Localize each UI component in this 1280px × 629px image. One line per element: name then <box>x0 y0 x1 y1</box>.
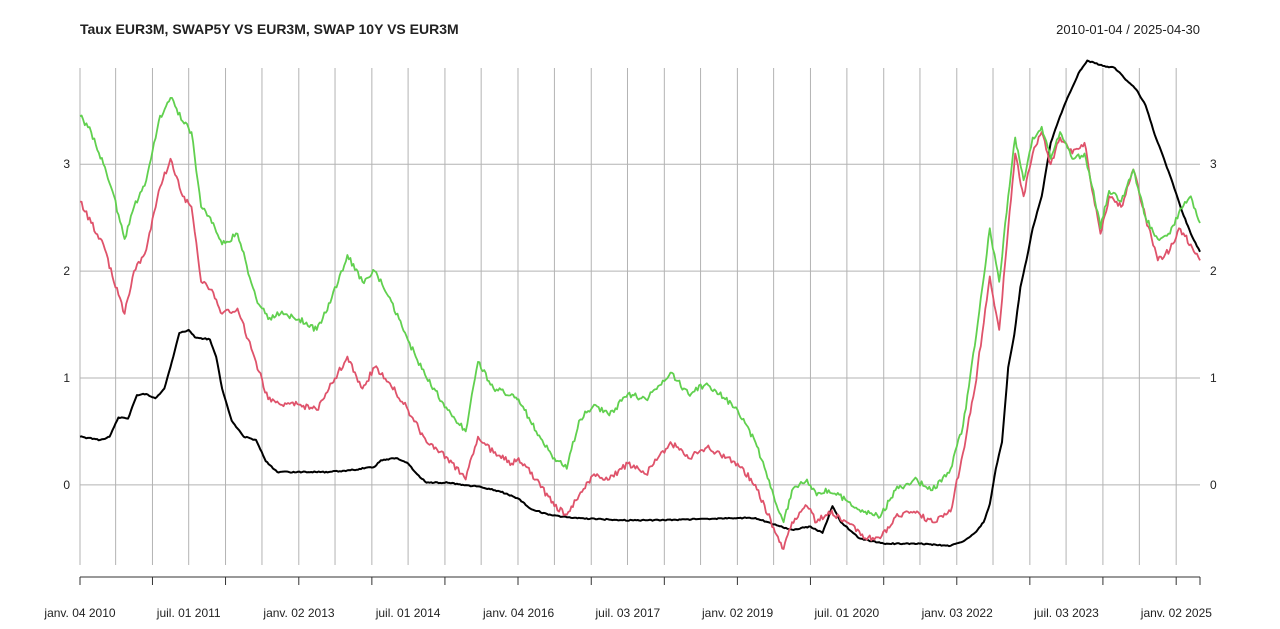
x-axis: janv. 04 2010 juil. 01 2011 janv. 02 2013 j… <box>43 576 1212 620</box>
y-tick-label-right: 0 <box>1210 478 1217 492</box>
y-axis-left: 0 1 2 3 <box>63 157 70 492</box>
y-tick-label-left: 2 <box>63 264 70 278</box>
x-tick-label: juil. 01 2011 <box>156 606 221 620</box>
series-line-2 <box>79 131 1201 550</box>
series-line-1 <box>79 59 1201 548</box>
horizontal-gridlines <box>80 163 1200 486</box>
x-tick-label: juil. 03 2023 <box>1033 606 1099 620</box>
x-tick-label: janv. 03 2022 <box>921 606 993 620</box>
y-tick-label-right: 1 <box>1210 371 1217 385</box>
series-line-3 <box>79 97 1201 524</box>
x-tick-label: janv. 04 2010 <box>43 606 115 620</box>
x-tick-label: juil. 01 2020 <box>814 606 880 620</box>
vertical-gridlines <box>79 68 1177 565</box>
y-tick-label-left: 3 <box>63 157 70 171</box>
y-tick-label-right: 2 <box>1210 264 1217 278</box>
series-layer <box>79 59 1201 550</box>
x-tick-label: janv. 02 2019 <box>701 606 773 620</box>
x-tick-label: juil. 03 2017 <box>595 606 661 620</box>
x-tick-label: janv. 04 2016 <box>482 606 554 620</box>
y-tick-label-right: 3 <box>1210 157 1217 171</box>
x-tick-label: janv. 02 2025 <box>1140 606 1212 620</box>
date-range-label: 2010-01-04 / 2025-04-30 <box>1056 22 1200 37</box>
chart-title: Taux EUR3M, SWAP5Y VS EUR3M, SWAP 10Y VS… <box>80 21 459 37</box>
x-tick-label: janv. 02 2013 <box>262 606 334 620</box>
y-tick-label-left: 0 <box>63 478 70 492</box>
y-axis-right: 0 1 2 3 <box>1210 157 1217 492</box>
x-tick-label: juil. 01 2014 <box>375 606 441 620</box>
y-tick-label-left: 1 <box>63 371 70 385</box>
